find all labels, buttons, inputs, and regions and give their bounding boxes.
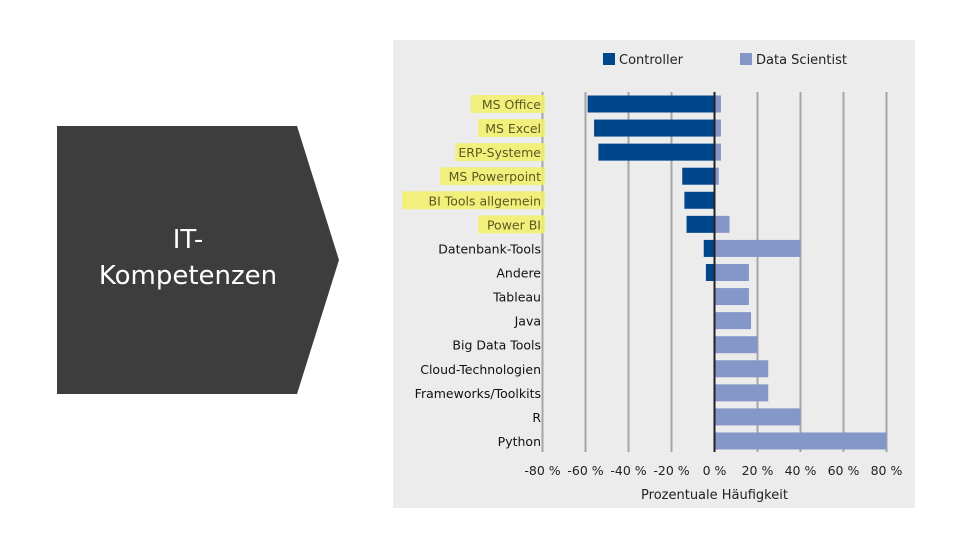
section-title-line2: Kompetenzen [98, 261, 278, 291]
x-tick-label: -20 % [653, 463, 689, 478]
category-label: Python [498, 434, 541, 449]
category-label: MS Powerpoint [449, 169, 541, 184]
bar-data-scientist [714, 143, 721, 161]
bar-controller [598, 143, 715, 161]
bar-data-scientist [714, 167, 719, 185]
bar-controller [587, 95, 715, 113]
x-tick-label: -60 % [567, 463, 603, 478]
category-label: ERP-Systeme [458, 145, 541, 160]
category-label: Andere [496, 265, 541, 280]
bar-controller [705, 263, 715, 281]
legend-label: Data Scientist [756, 53, 847, 68]
section-arrow-shape [57, 126, 339, 394]
x-tick-label: 20 % [742, 463, 774, 478]
category-label: Cloud-Technologien [420, 362, 541, 377]
bar-data-scientist [714, 119, 721, 137]
bar-data-scientist [714, 95, 721, 113]
bar-data-scientist [714, 384, 769, 402]
category-label: Tableau [492, 290, 541, 305]
legend-swatch [603, 53, 615, 65]
highlight-marker [478, 119, 545, 138]
bar-data-scientist [714, 215, 730, 233]
bar-data-scientist [714, 408, 801, 426]
x-tick-label: 0 % [703, 463, 727, 478]
bar-data-scientist [714, 288, 749, 306]
bar-controller [594, 119, 715, 137]
bar-controller [703, 239, 715, 257]
x-tick-label: -40 % [610, 463, 646, 478]
highlight-marker [455, 143, 545, 162]
bar-controller [684, 191, 715, 209]
bar-data-scientist [714, 239, 801, 257]
bar-chart: -80 % -60 % -40 % -20 % 0 % 20 % 40 % 60 % 80 % P… [402, 53, 903, 503]
highlight-marker [440, 167, 545, 186]
x-tick-label: 40 % [785, 463, 817, 478]
bar-data-scientist [714, 432, 887, 450]
bar-data-scientist [714, 336, 758, 354]
legend-swatch [740, 53, 752, 65]
highlight-marker [470, 95, 545, 113]
x-tick-label: 80 % [871, 463, 903, 478]
category-label: MS Excel [485, 121, 541, 136]
section-title-line1: IT- [172, 225, 204, 255]
bar-data-scientist [714, 263, 749, 281]
section-title: IT- Kompetenzen [57, 222, 319, 294]
category-label: Datenbank-Tools [438, 241, 541, 256]
legend-label: Controller [619, 53, 684, 68]
category-label: Big Data Tools [452, 338, 541, 353]
category-label: MS Office [482, 97, 541, 112]
highlight-marker [478, 215, 545, 234]
category-label: Power BI [487, 217, 541, 232]
bar-controller [682, 167, 715, 185]
bar-controller [686, 215, 715, 233]
highlight-marker [402, 191, 545, 210]
x-tick-label: -80 % [524, 463, 560, 478]
category-label: Java [514, 314, 541, 329]
x-axis-label: Prozentuale Häufigkeit [641, 488, 788, 503]
bar-data-scientist [714, 312, 752, 330]
category-label: BI Tools allgemein [429, 193, 542, 208]
bar-data-scientist [714, 360, 769, 378]
chart-panel: -80 % -60 % -40 % -20 % 0 % 20 % 40 % 60 % 80 % P… [393, 40, 915, 508]
category-label: Frameworks/Toolkits [415, 386, 541, 401]
x-tick-label: 60 % [828, 463, 860, 478]
category-label: R [532, 410, 541, 425]
